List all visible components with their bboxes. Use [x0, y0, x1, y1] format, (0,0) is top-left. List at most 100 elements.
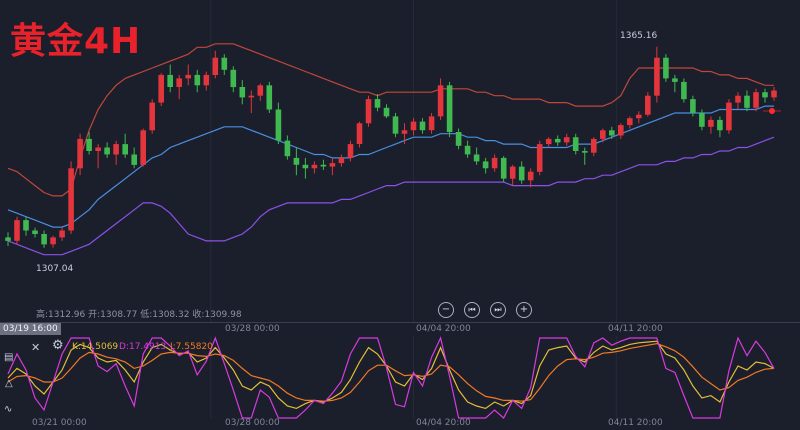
kdj-d-value: D:17.4913 [119, 342, 167, 352]
time-label-main: 03/28 00:00 [225, 324, 280, 334]
candle-body [726, 102, 732, 131]
candle-body [365, 99, 372, 124]
candle-body [735, 95, 741, 103]
candle-body [185, 74, 191, 79]
candle-body [609, 130, 615, 136]
candle-body [257, 85, 264, 96]
low-marker-label: 1307.04 [36, 264, 74, 274]
candle-body [663, 57, 669, 79]
candle-body [347, 144, 354, 158]
candle-body [95, 147, 101, 151]
candles [5, 46, 777, 248]
candle-body [194, 74, 201, 86]
candle-body [509, 166, 516, 179]
kdj-j-line [7, 336, 775, 419]
draw-tool-icon[interactable]: △ [5, 378, 13, 389]
time-label-main: 04/04 20:00 [416, 324, 471, 334]
candle-body [338, 157, 345, 164]
time-label-main: 04/11 20:00 [608, 324, 663, 334]
candle-body [672, 78, 678, 82]
candle-body [600, 130, 606, 139]
candle-body [401, 130, 408, 134]
candle-body [302, 164, 309, 169]
candle-body [572, 137, 579, 151]
candle-body [591, 138, 597, 153]
candle-body [5, 237, 11, 241]
chart-type-icon[interactable]: ▤ [4, 352, 14, 363]
zoom-out-button[interactable]: − [438, 302, 454, 318]
boll-middle-line [7, 105, 774, 228]
candle-body [86, 138, 92, 151]
prev-button[interactable]: ⏮ [464, 302, 480, 318]
candle-body [482, 161, 489, 169]
candle-body [275, 109, 282, 141]
candle-body [636, 114, 642, 119]
ohlc-info-bar: 高:1312.96 开:1308.77 低:1308.32 收:1309.98 [36, 310, 242, 320]
candle-body [744, 95, 750, 108]
candle-body [473, 154, 480, 162]
candle-body [527, 171, 534, 181]
kdj-lines [7, 336, 775, 419]
candle-body [419, 121, 426, 131]
candle-body [266, 85, 273, 110]
candle-body [59, 230, 65, 238]
kdj-k-value: K:14.5069 [72, 342, 119, 352]
boll-upper-line [7, 43, 774, 197]
candle-body [437, 85, 444, 117]
candle-body [230, 69, 237, 88]
time-label-sub: 04/04 20:00 [416, 418, 471, 428]
candle-body [383, 107, 390, 117]
boll-lower-line [7, 136, 775, 256]
candle-body [140, 130, 146, 165]
candle-body [77, 138, 83, 169]
candle-body [50, 237, 56, 245]
bollinger-bands [7, 43, 775, 256]
candle-body [627, 118, 633, 126]
close-indicator-icon[interactable]: ✕ [31, 341, 41, 354]
candle-body [23, 220, 29, 231]
candle-body [374, 99, 381, 108]
candle-body [32, 230, 38, 234]
candle-body [212, 57, 219, 75]
chart-title: 黄金4H [10, 21, 142, 62]
candle-body [14, 220, 20, 241]
candle-body [356, 123, 363, 144]
kdj-j-value: J:7.55820 [170, 342, 213, 352]
candle-body [753, 92, 759, 108]
candle-body [708, 119, 714, 127]
candle-body [654, 57, 660, 96]
candle-body [446, 85, 453, 132]
candle-body [167, 74, 173, 87]
candle-body [221, 57, 228, 70]
candle-body [68, 168, 74, 231]
next-button[interactable]: ⏭ [490, 302, 506, 318]
candle-body [536, 144, 543, 172]
pane-divider[interactable] [0, 322, 800, 323]
candle-body [545, 138, 552, 145]
candle-body [500, 157, 507, 179]
candle-body [681, 81, 687, 100]
cursor-time-tag: 03/19 16:00 [0, 323, 61, 335]
candle-body [455, 132, 462, 146]
wave-icon[interactable]: ∿ [4, 404, 13, 415]
candle-body [239, 87, 246, 98]
candle-body [131, 154, 137, 165]
candle-body [41, 234, 47, 245]
candle-body [113, 144, 119, 155]
candle-body [329, 163, 336, 167]
candle-body [149, 102, 155, 131]
candle-body [320, 164, 327, 167]
candle-body [762, 92, 768, 98]
candle-body [645, 95, 651, 115]
candle-body [293, 157, 300, 165]
zoom-in-button[interactable]: + [516, 302, 532, 318]
high-marker-label: 1365.16 [620, 31, 658, 41]
candle-body [410, 121, 417, 131]
kdj-k-line [7, 340, 775, 410]
settings-gear-icon[interactable]: ⚙ [52, 338, 64, 353]
candle-body [690, 99, 696, 113]
candle-body [554, 138, 561, 143]
time-label-sub: 03/28 00:00 [225, 418, 280, 428]
